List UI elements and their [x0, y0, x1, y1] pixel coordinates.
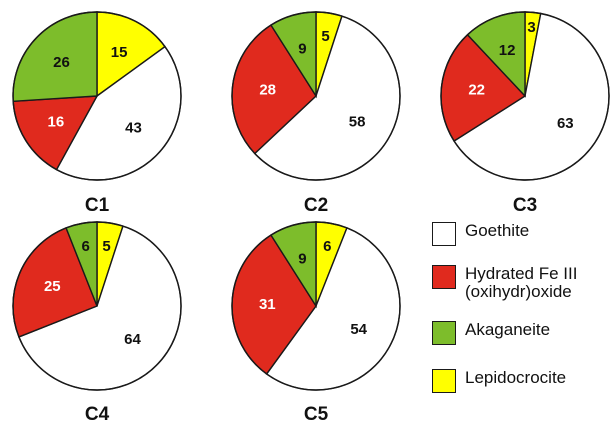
legend-item-akaganeite: Akaganeite: [432, 321, 550, 345]
pie-c3-outline: [440, 11, 610, 181]
pie-c5-caption: C5: [304, 404, 329, 423]
legend-item-lepidocrocite: Lepidocrocite: [432, 369, 566, 393]
pie-c4-label-lepidocrocite: 5: [102, 238, 110, 255]
pie-c4-outline: [12, 221, 182, 391]
pie-c1-outline: [12, 11, 182, 181]
legend-label-akaganeite: Akaganeite: [465, 320, 551, 339]
pie-c5-label-hydrated-fe-iii-oxihydr-oxide: 31: [259, 296, 276, 313]
legend-swatch-goethite: [432, 222, 456, 246]
legend-item-goethite: Goethite: [432, 222, 529, 246]
legend-label-lepidocrocite: Lepidocrocite: [465, 368, 567, 387]
pie-c2-label-goethite: 58: [349, 114, 366, 131]
pie-c4-label-goethite: 64: [124, 331, 141, 348]
pie-c3-label-hydrated-fe-iii-oxihydr-oxide: 22: [468, 81, 485, 98]
pie-c3-label-lepidocrocite: 3: [527, 19, 535, 36]
pie-c1-label-akaganeite: 26: [53, 54, 70, 71]
pie-c4: 5 64 25 6 C4: [12, 221, 182, 423]
pie-c2-label-lepidocrocite: 5: [321, 28, 329, 45]
pie-c3-label-goethite: 63: [557, 115, 574, 132]
pie-c5: 6 54 31 9 C5: [231, 221, 401, 423]
pie-c1-label-goethite: 43: [125, 120, 142, 137]
pie-c2-label-hydrated-fe-iii-oxihydr-oxide: 28: [259, 81, 276, 98]
legend-item-hydrated-fe-iii: Hydrated Fe III (oxihydr)oxide: [432, 265, 577, 301]
legend-swatch-akaganeite: [432, 321, 456, 345]
pie-c5-label-lepidocrocite: 6: [323, 238, 331, 255]
pie-c5-outline: [231, 221, 401, 391]
pie-c3: 3 63 22 12 C3: [440, 11, 610, 216]
pie-c2: 5 58 28 9 C2: [231, 11, 401, 216]
pie-c2-caption: C2: [304, 195, 328, 216]
legend-label-hydrated-fe-iii: Hydrated Fe III (oxihydr)oxide: [465, 264, 578, 301]
legend-label-goethite: Goethite: [465, 221, 530, 240]
pie-c3-caption: C3: [513, 195, 537, 216]
pie-c3-label-akaganeite: 12: [499, 42, 516, 59]
pie-c4-label-hydrated-fe-iii-oxihydr-oxide: 25: [44, 278, 61, 295]
pie-c4-caption: C4: [85, 404, 110, 423]
pie-c2-label-akaganeite: 9: [298, 41, 306, 58]
pie-c1-caption: C1: [85, 195, 110, 216]
legend-swatch-hydrated-fe-iii: [432, 265, 456, 289]
pie-c5-label-akaganeite: 9: [298, 251, 306, 268]
pie-c1-label-hydrated-fe-iii-oxihydr-oxide: 16: [48, 114, 65, 131]
pie-c4-label-akaganeite: 6: [82, 238, 90, 255]
pie-c1: 15 43 16 26 C1: [12, 11, 182, 216]
pie-c2-outline: [231, 11, 401, 181]
pie-c5-label-goethite: 54: [350, 321, 367, 338]
pie-c1-label-lepidocrocite: 15: [111, 44, 128, 61]
legend-swatch-lepidocrocite: [432, 369, 456, 393]
